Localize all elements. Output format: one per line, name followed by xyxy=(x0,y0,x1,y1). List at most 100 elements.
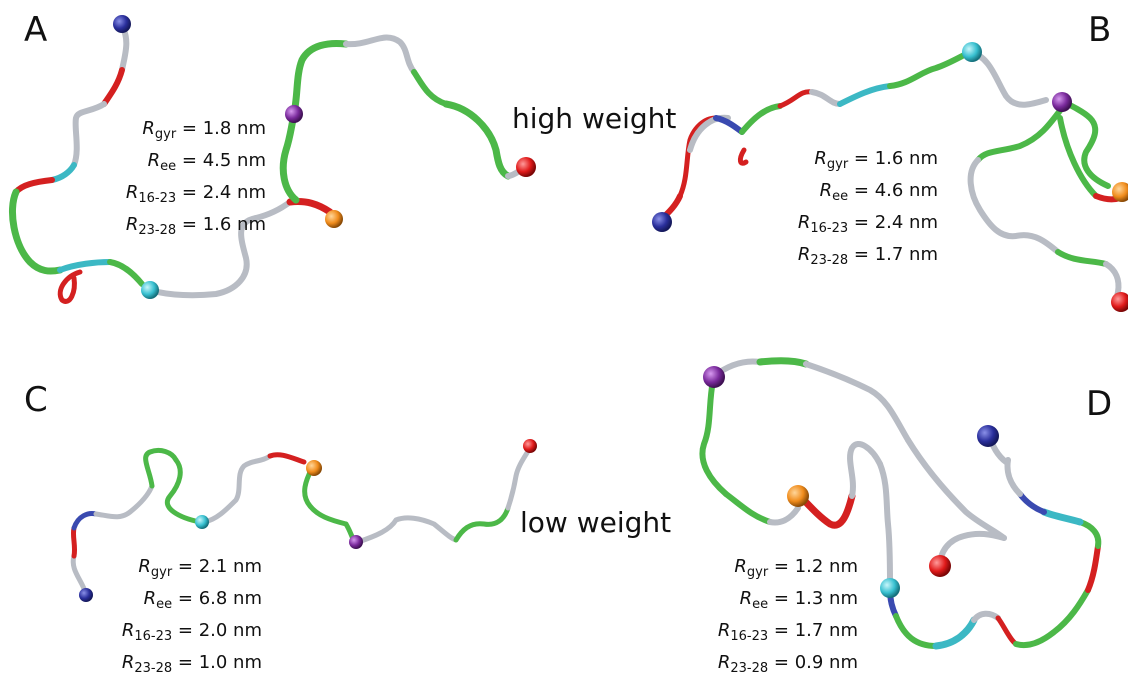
chain-segment xyxy=(290,39,350,117)
chain-segment xyxy=(967,49,1049,108)
chain-segment xyxy=(71,101,107,168)
chain-segment xyxy=(71,511,99,531)
bead-purple xyxy=(285,105,303,123)
measure-r23-28: R23-28 = 1.0 nm xyxy=(121,652,262,676)
measure-ree: Ree = 4.5 nm xyxy=(147,150,266,174)
measure-r16-23: R16-23 = 2.0 nm xyxy=(121,620,262,644)
chain-segment xyxy=(967,157,1061,255)
chain-segment xyxy=(677,115,719,199)
bead-purple xyxy=(1052,92,1072,112)
protein-conformations-figure xyxy=(9,15,1128,650)
chain-segment xyxy=(737,147,749,166)
bead-orange xyxy=(325,210,343,228)
bead-blue xyxy=(79,588,93,602)
measure-r16-23: R16-23 = 2.4 nm xyxy=(125,182,266,206)
bead-orange xyxy=(306,460,322,476)
measure-ree: Ree = 6.8 nm xyxy=(143,588,262,612)
chain-segment xyxy=(57,269,83,304)
chain-segment xyxy=(505,445,533,511)
chain-segment xyxy=(777,89,815,109)
measure-ree: Ree = 4.6 nm xyxy=(819,180,938,204)
chain-segment xyxy=(1057,115,1099,199)
bead-orange xyxy=(1112,182,1128,202)
chain-segment xyxy=(1077,519,1102,549)
panel-letter-a: A xyxy=(24,10,48,50)
measure-r23-28: R23-28 = 0.9 nm xyxy=(717,652,858,676)
chain-segment xyxy=(302,465,349,527)
chain-segment xyxy=(887,49,973,89)
chain-segment xyxy=(713,115,745,135)
bead-red xyxy=(516,157,536,177)
chain-segment xyxy=(267,452,307,465)
chain-segment xyxy=(809,89,843,107)
chain-segment xyxy=(1085,543,1101,593)
chain-segment xyxy=(847,441,883,499)
panel-d-measures: Rgyr = 1.2 nm Ree = 1.3 nm R16-23 = 1.7 … xyxy=(718,554,858,682)
measure-rgyr: Rgyr = 1.2 nm xyxy=(734,556,858,580)
bead-red xyxy=(523,439,537,453)
measure-rgyr: Rgyr = 2.1 nm xyxy=(138,556,262,580)
chain-segment xyxy=(756,357,810,368)
bead-purple xyxy=(349,535,363,549)
chain-segment xyxy=(905,437,1007,541)
panel-a-beads xyxy=(113,15,536,299)
chain-segment xyxy=(49,162,77,183)
measure-ree: Ree = 1.3 nm xyxy=(739,588,858,612)
bead-orange xyxy=(787,485,809,507)
panel-a-chain xyxy=(9,23,527,304)
chain-segment xyxy=(201,453,273,525)
chain-segment xyxy=(937,530,1007,569)
chain-segment xyxy=(1057,97,1111,189)
chain-segment xyxy=(355,515,459,545)
panel-b-measures: Rgyr = 1.6 nm Ree = 4.6 nm R16-23 = 2.4 … xyxy=(798,146,938,274)
panel-a-measures: Rgyr = 1.8 nm Ree = 4.5 nm R16-23 = 2.4 … xyxy=(126,116,266,244)
measure-rgyr: Rgyr = 1.6 nm xyxy=(814,148,938,172)
chain-segment xyxy=(1017,491,1047,515)
panel-d-beads xyxy=(703,366,999,598)
chain-segment xyxy=(794,490,856,529)
chain-segment xyxy=(70,525,78,559)
chain-segment xyxy=(995,615,1019,647)
chain-segment xyxy=(453,505,511,543)
measure-r16-23: R16-23 = 1.7 nm xyxy=(717,620,858,644)
chain-segment xyxy=(1013,587,1091,648)
chain-segment xyxy=(739,103,783,135)
chain-segment xyxy=(9,188,64,275)
measure-r23-28: R23-28 = 1.7 nm xyxy=(797,244,938,268)
chain-segment xyxy=(1055,249,1109,267)
chain-segment xyxy=(803,361,911,443)
bead-blue xyxy=(977,425,999,447)
chain-segment xyxy=(279,109,300,204)
chain-segment xyxy=(932,616,978,650)
measure-rgyr: Rgyr = 1.8 nm xyxy=(142,118,266,142)
panel-c-beads xyxy=(79,439,537,602)
chain-segment xyxy=(699,373,729,497)
bead-cyan xyxy=(141,281,159,299)
chain-segment xyxy=(13,177,55,195)
chain-segment xyxy=(343,34,417,75)
bead-red xyxy=(929,555,951,577)
chain-segment xyxy=(1040,508,1084,526)
panel-letter-c: C xyxy=(24,380,48,420)
chain-segment xyxy=(147,199,293,299)
chain-segment xyxy=(442,100,512,180)
chain-segment xyxy=(411,69,449,107)
bead-cyan xyxy=(880,578,900,598)
chain-segment xyxy=(93,483,155,520)
panel-c-measures: Rgyr = 2.1 nm Ree = 6.8 nm R16-23 = 2.0 … xyxy=(122,554,262,682)
high-weight-label: high weight xyxy=(512,102,677,135)
chain-segment xyxy=(107,259,145,287)
chain-segment xyxy=(165,457,203,525)
panel-b-chain xyxy=(657,49,1123,309)
bead-red xyxy=(1111,292,1128,312)
chain-segment xyxy=(837,83,893,107)
chain-segment xyxy=(57,259,113,273)
bead-cyan xyxy=(195,515,209,529)
bead-purple xyxy=(703,366,725,388)
panel-letter-b: B xyxy=(1088,10,1112,50)
bead-cyan xyxy=(962,42,982,62)
panel-b-beads xyxy=(652,42,1128,312)
chain-segment xyxy=(971,610,1001,623)
chain-segment xyxy=(877,461,893,587)
panel-c-chain xyxy=(70,445,533,597)
